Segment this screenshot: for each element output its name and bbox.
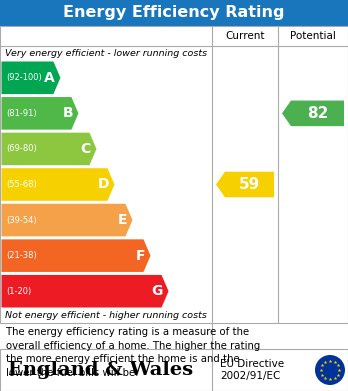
- Text: E: E: [118, 213, 127, 227]
- Text: Energy Efficiency Rating: Energy Efficiency Rating: [63, 5, 285, 20]
- Text: (39-54): (39-54): [7, 215, 37, 224]
- Text: B: B: [62, 106, 73, 120]
- Text: D: D: [97, 178, 109, 192]
- Text: A: A: [44, 71, 55, 85]
- Polygon shape: [216, 172, 274, 197]
- Text: Not energy efficient - higher running costs: Not energy efficient - higher running co…: [5, 312, 207, 321]
- Text: (92-100): (92-100): [7, 73, 42, 82]
- Bar: [0, 0, 348, 26]
- Text: G: G: [152, 284, 163, 298]
- Text: 59: 59: [239, 177, 260, 192]
- Polygon shape: [1, 61, 61, 94]
- Text: Potential: Potential: [290, 31, 336, 41]
- Text: The energy efficiency rating is a measure of the
overall efficiency of a home. T: The energy efficiency rating is a measur…: [6, 327, 260, 378]
- Text: (55-68): (55-68): [7, 180, 37, 189]
- Text: F: F: [135, 249, 145, 263]
- Text: (69-80): (69-80): [7, 144, 37, 153]
- Text: 2002/91/EC: 2002/91/EC: [220, 371, 280, 381]
- Circle shape: [315, 355, 345, 385]
- Bar: [0, 349, 348, 391]
- Text: C: C: [81, 142, 91, 156]
- Polygon shape: [1, 133, 96, 165]
- Polygon shape: [1, 168, 114, 201]
- Text: 82: 82: [307, 106, 328, 121]
- Polygon shape: [1, 97, 78, 130]
- Polygon shape: [282, 100, 344, 126]
- Text: Very energy efficient - lower running costs: Very energy efficient - lower running co…: [5, 48, 207, 57]
- Text: Current: Current: [225, 31, 265, 41]
- Text: EU Directive: EU Directive: [220, 359, 284, 369]
- Text: (21-38): (21-38): [7, 251, 37, 260]
- Polygon shape: [1, 204, 133, 236]
- Text: (81-91): (81-91): [7, 109, 37, 118]
- Text: England & Wales: England & Wales: [8, 361, 193, 379]
- Polygon shape: [1, 275, 168, 307]
- Text: (1-20): (1-20): [7, 287, 32, 296]
- Polygon shape: [1, 239, 151, 272]
- Bar: [0, 26, 348, 323]
